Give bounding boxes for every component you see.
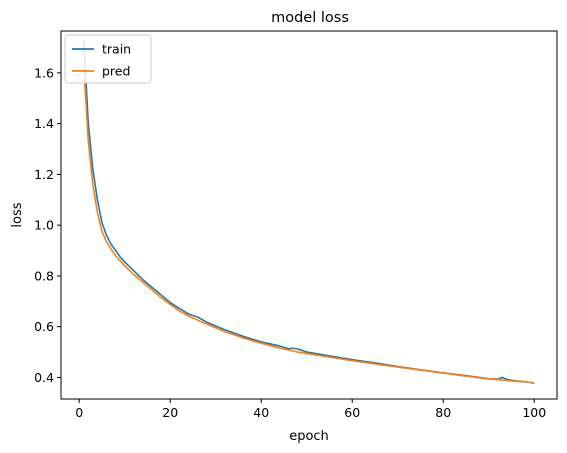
- y-axis: 0.4 0.6 0.8 1.0 1.2 1.4 1.6: [34, 65, 61, 385]
- x-tick-label: 40: [253, 405, 269, 420]
- x-tick-label: 80: [435, 405, 451, 420]
- y-tick-label: 1.6: [34, 65, 54, 80]
- y-tick-label: 1.2: [34, 167, 54, 182]
- x-axis: 0 20 40 60 80 100: [75, 399, 546, 420]
- y-axis-label: loss: [10, 202, 25, 227]
- legend-label-train: train: [102, 42, 131, 57]
- x-tick-label: 20: [162, 405, 178, 420]
- x-tick-label: 60: [344, 405, 360, 420]
- legend-label-pred: pred: [102, 64, 130, 79]
- series-line-train: [82, 39, 535, 385]
- y-tick-label: 0.4: [34, 370, 54, 385]
- y-tick-label: 0.6: [34, 319, 54, 334]
- legend: train pred: [64, 34, 152, 84]
- series-line-pred: [82, 65, 535, 384]
- plot-frame: [60, 30, 558, 400]
- y-tick-label: 1.0: [34, 218, 54, 233]
- x-axis-label: epoch: [289, 429, 329, 444]
- y-tick-label: 0.8: [34, 268, 54, 283]
- x-tick-label: 100: [522, 405, 546, 420]
- y-tick-label: 1.4: [34, 116, 54, 131]
- plot-area: [82, 39, 535, 385]
- x-tick-label: 0: [75, 405, 83, 420]
- chart-title: model loss: [271, 10, 349, 26]
